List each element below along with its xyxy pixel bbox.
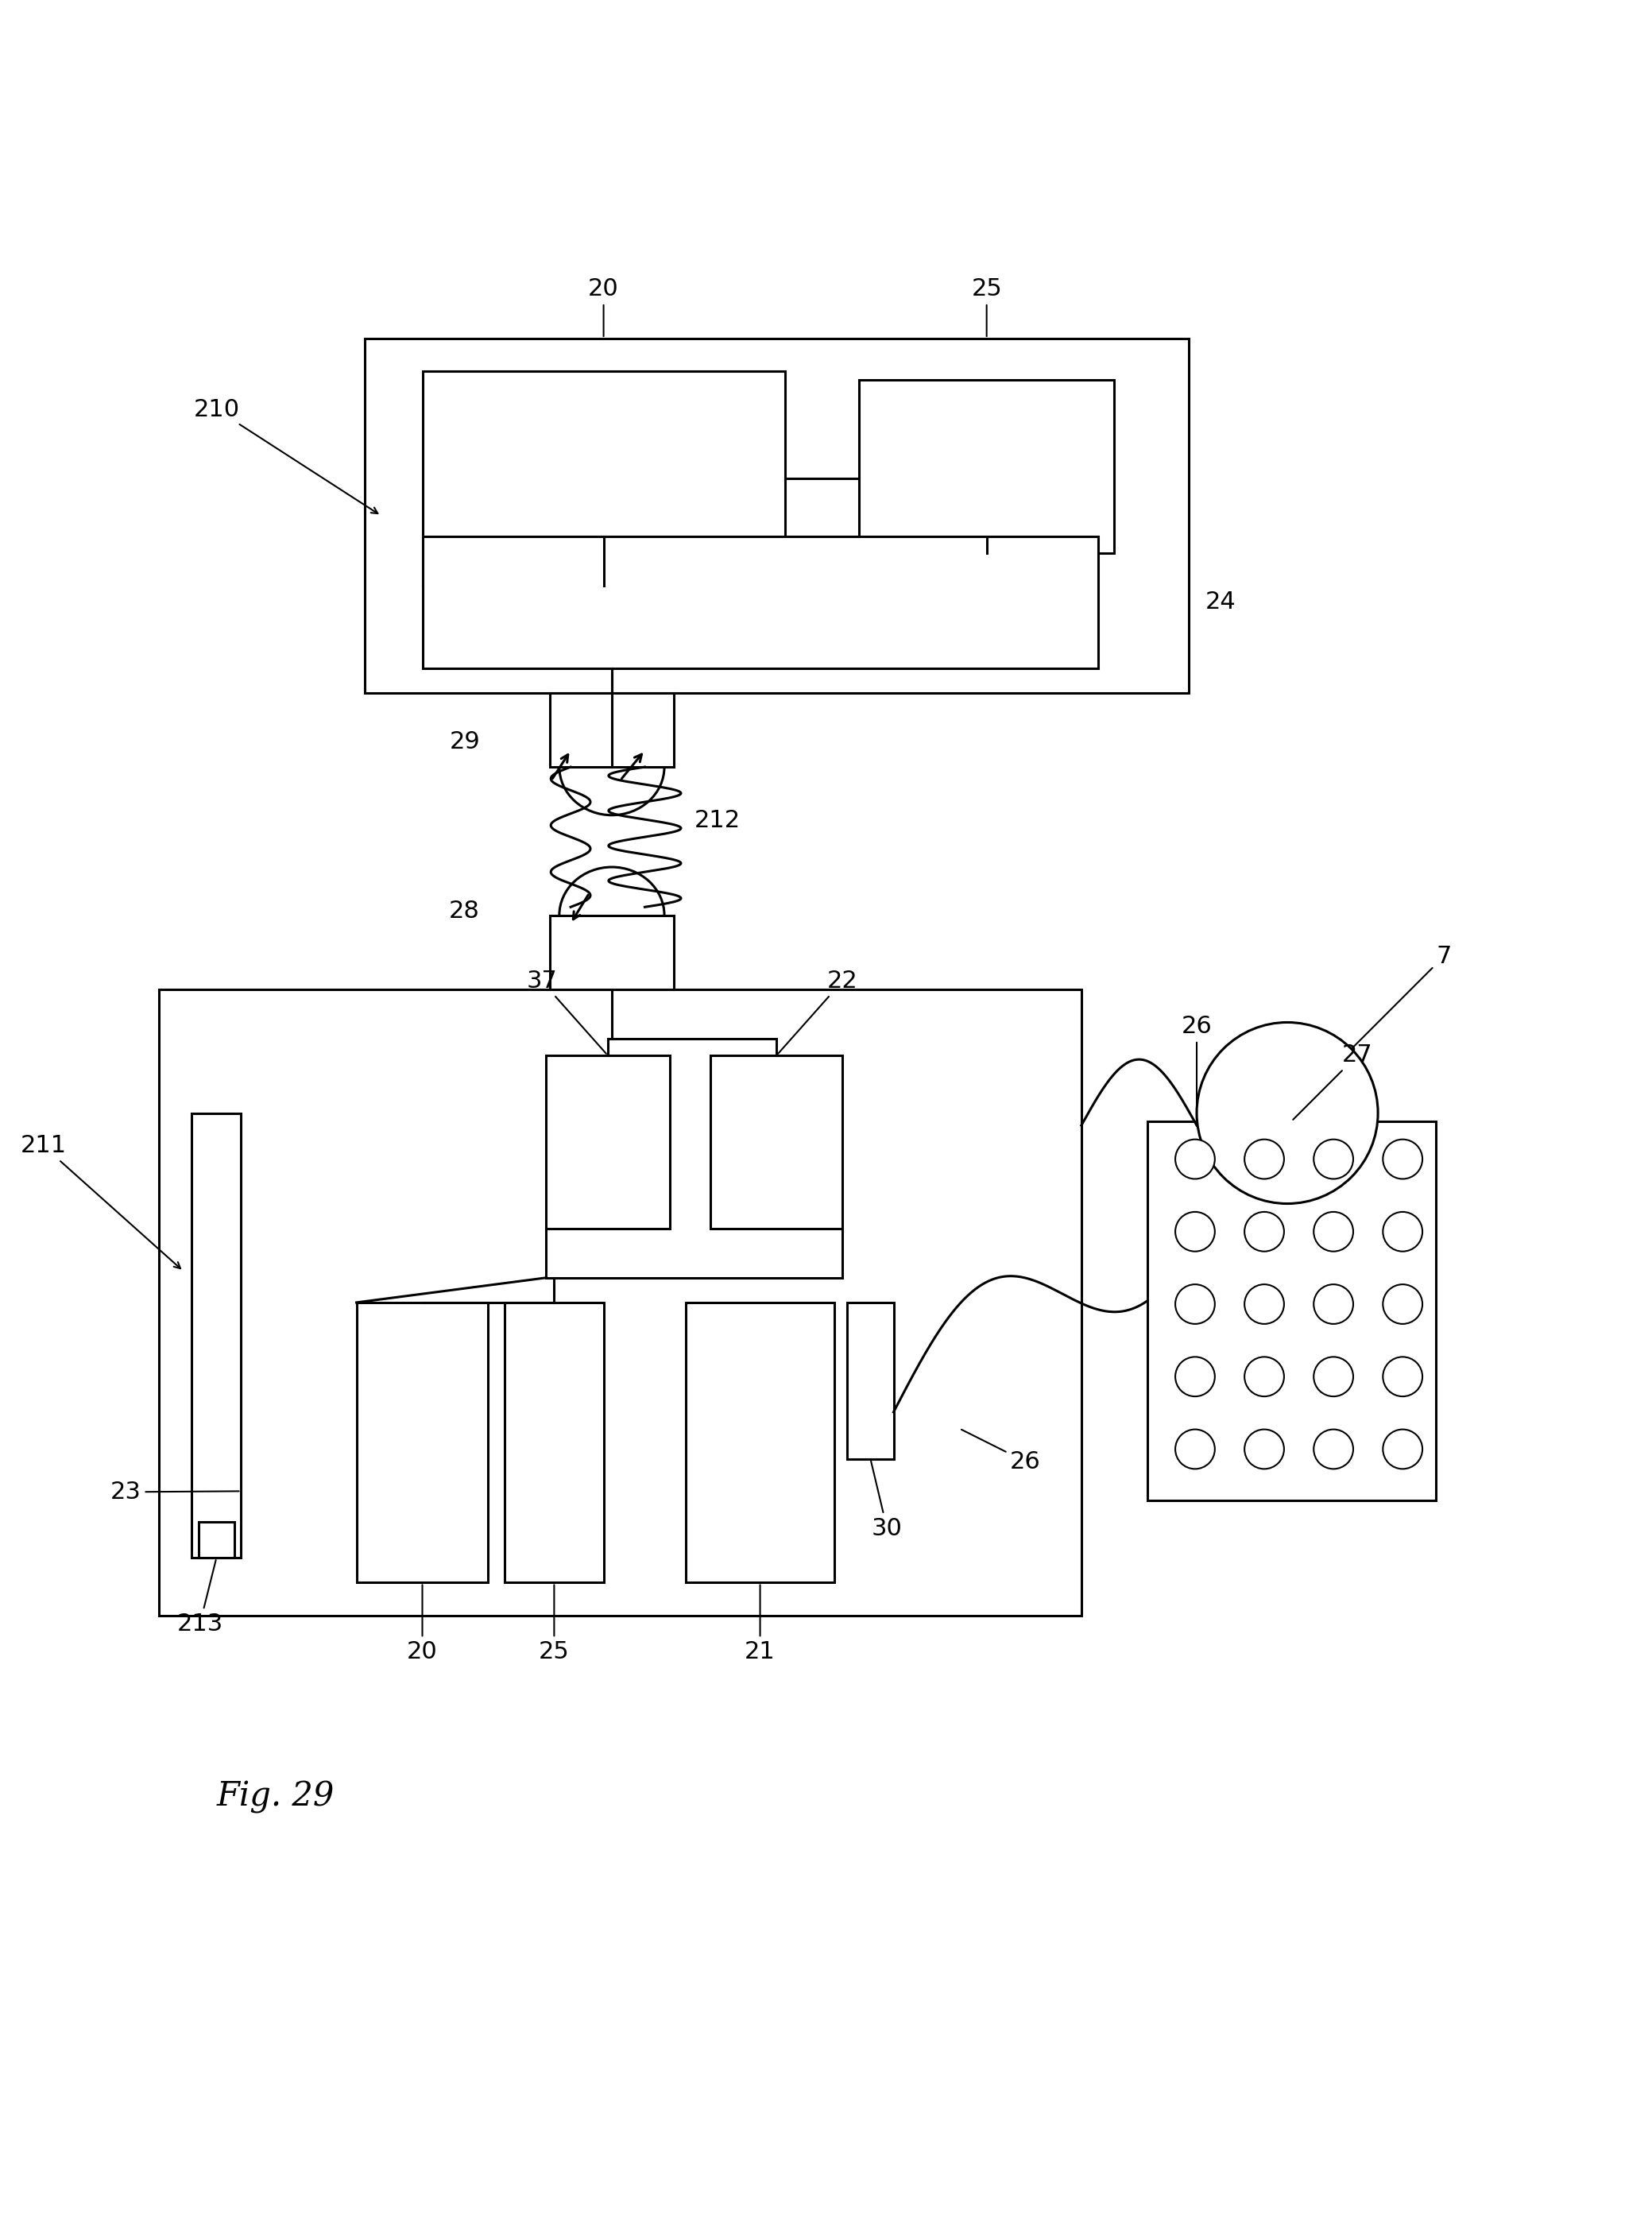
Text: 213: 213 — [177, 1560, 223, 1636]
Text: 37: 37 — [527, 971, 606, 1053]
Bar — [357, 1302, 489, 1583]
Bar — [423, 536, 1099, 668]
Text: 211: 211 — [20, 1135, 180, 1269]
Text: 26: 26 — [961, 1429, 1041, 1474]
Circle shape — [1175, 1140, 1214, 1180]
Circle shape — [1383, 1211, 1422, 1251]
Circle shape — [1244, 1211, 1284, 1251]
Circle shape — [1175, 1284, 1214, 1324]
Circle shape — [1313, 1140, 1353, 1180]
Circle shape — [1244, 1358, 1284, 1396]
Text: 7: 7 — [1353, 944, 1452, 1048]
Text: 20: 20 — [406, 1585, 438, 1663]
Circle shape — [1175, 1211, 1214, 1251]
Circle shape — [1196, 1022, 1378, 1204]
Text: 26: 26 — [1181, 1015, 1213, 1124]
Text: 28: 28 — [449, 899, 481, 922]
Bar — [847, 1302, 894, 1458]
Bar — [710, 1055, 843, 1229]
Text: 210: 210 — [193, 398, 378, 514]
Bar — [686, 1302, 834, 1583]
Text: 21: 21 — [745, 1585, 775, 1663]
Text: 20: 20 — [588, 278, 620, 336]
Circle shape — [1313, 1358, 1353, 1396]
Circle shape — [1244, 1284, 1284, 1324]
Bar — [550, 915, 674, 988]
Bar — [159, 988, 1082, 1616]
Circle shape — [1175, 1429, 1214, 1469]
Bar — [545, 1055, 669, 1229]
Text: Fig. 29: Fig. 29 — [216, 1781, 334, 1814]
Circle shape — [1175, 1358, 1214, 1396]
Text: 25: 25 — [971, 278, 1003, 336]
Bar — [192, 1113, 241, 1558]
Circle shape — [1313, 1284, 1353, 1324]
Circle shape — [1244, 1140, 1284, 1180]
Text: 22: 22 — [778, 971, 857, 1053]
Circle shape — [1313, 1211, 1353, 1251]
Circle shape — [1383, 1284, 1422, 1324]
Bar — [198, 1523, 235, 1558]
Circle shape — [1244, 1429, 1284, 1469]
Bar — [365, 338, 1188, 692]
Bar — [423, 372, 785, 585]
Text: 30: 30 — [871, 1460, 902, 1540]
Circle shape — [1383, 1358, 1422, 1396]
Text: 23: 23 — [111, 1480, 240, 1503]
Bar — [1146, 1122, 1436, 1500]
Circle shape — [1383, 1429, 1422, 1469]
Text: 212: 212 — [694, 808, 740, 833]
Text: 27: 27 — [1294, 1044, 1373, 1120]
Text: 29: 29 — [449, 730, 481, 755]
Bar — [506, 1302, 603, 1583]
Bar — [859, 381, 1115, 552]
Bar — [550, 692, 674, 768]
Text: 25: 25 — [539, 1585, 570, 1663]
Circle shape — [1383, 1140, 1422, 1180]
Text: 24: 24 — [1204, 590, 1236, 614]
Circle shape — [1313, 1429, 1353, 1469]
